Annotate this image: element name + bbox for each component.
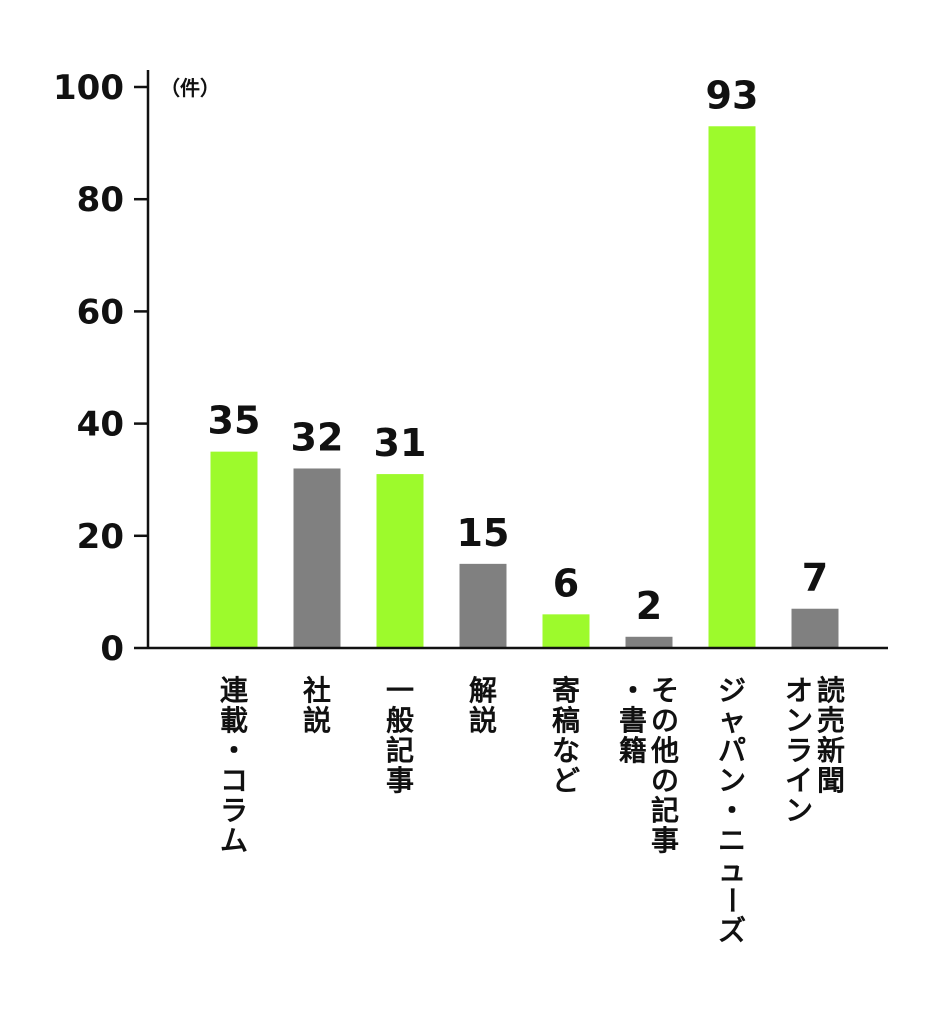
y-tick-label: 0: [100, 629, 124, 669]
category-label-char: そ: [651, 674, 679, 707]
bar-value-label: 31: [374, 421, 427, 465]
category-label-char: ど: [552, 764, 580, 797]
bar: [791, 608, 839, 648]
category-label-char: オ: [785, 674, 813, 707]
y-tick-label: 20: [77, 517, 124, 557]
category-label-char: 他: [650, 734, 679, 767]
category-label-char: 稿: [552, 704, 580, 737]
category-label-char: ー: [715, 886, 748, 914]
y-tick-label: 80: [77, 180, 124, 220]
category-label-char: な: [552, 734, 580, 767]
y-tick-label: 100: [53, 68, 124, 108]
category-label-char: 般: [386, 704, 414, 737]
category-label-char: コ: [220, 764, 248, 797]
category-label-char: 寄: [552, 674, 580, 707]
category-label-char: 説: [469, 704, 497, 737]
bar-value-label: 93: [706, 73, 759, 117]
category-label-char: イ: [785, 764, 813, 797]
category-label-char: ュ: [718, 854, 746, 887]
category-label-char: ・: [220, 734, 248, 767]
bar: [542, 614, 590, 648]
category-label-char: ・: [619, 674, 647, 707]
category-label-char: ャ: [718, 704, 746, 737]
category-labels: 連載・コラム社説一般記事解説寄稿などその他の記事・書籍ジャパン・ニューズ読売新聞…: [220, 674, 845, 947]
category-label-char: ズ: [718, 914, 746, 947]
category-label-char: ジ: [718, 674, 746, 707]
y-tick-label: 60: [77, 292, 124, 332]
bar: [708, 126, 756, 648]
category-label-char: 聞: [817, 764, 845, 797]
category-label-char: 載: [220, 704, 248, 737]
category-label-char: ニ: [718, 824, 746, 857]
bar: [293, 468, 341, 648]
category-label-char: ラ: [220, 794, 248, 827]
category-label-char: 事: [651, 824, 679, 857]
category-label-char: 記: [386, 734, 414, 767]
bar: [459, 563, 507, 648]
bar-value-label: 6: [553, 561, 579, 605]
value-labels: 35 32 31 15 6 2 93 7: [208, 73, 829, 628]
category-label-char: ン: [785, 794, 813, 827]
category-label-char: 一: [386, 674, 414, 707]
category-label-char: ・: [718, 794, 746, 827]
bar-value-label: 35: [208, 399, 261, 443]
bar: [376, 474, 424, 648]
category-label-char: 記: [651, 794, 679, 827]
category-label-char: 新: [817, 734, 845, 767]
y-axis-unit-label: （件）: [160, 76, 220, 100]
bar: [625, 636, 673, 648]
category-label-char: 説: [303, 704, 331, 737]
y-tick-label: 40: [77, 405, 124, 445]
category-label-char: 解: [469, 674, 497, 707]
category-label-char: 書: [619, 704, 647, 737]
category-label-char: 読: [817, 674, 845, 707]
category-label-char: ラ: [785, 734, 813, 767]
category-label-char: 連: [220, 674, 249, 707]
category-label-char: の: [651, 704, 679, 737]
bar-value-label: 2: [636, 584, 662, 628]
category-label-char: ム: [220, 824, 248, 857]
bars: [210, 126, 839, 648]
bar: [210, 451, 258, 648]
category-label-char: 事: [386, 764, 414, 797]
category-label-char: の: [651, 764, 679, 797]
y-axis-ticks: 0 20 40 60 80 100: [53, 68, 148, 669]
bar-value-label: 15: [457, 511, 510, 555]
category-label-char: パ: [718, 734, 746, 767]
category-label-char: ン: [718, 764, 746, 797]
category-label-char: 籍: [619, 734, 647, 767]
bar-value-label: 7: [802, 556, 828, 600]
bar-value-label: 32: [291, 415, 344, 459]
category-label-char: 社: [303, 674, 331, 707]
category-label-char: ン: [785, 704, 813, 737]
category-label-char: 売: [817, 704, 845, 737]
